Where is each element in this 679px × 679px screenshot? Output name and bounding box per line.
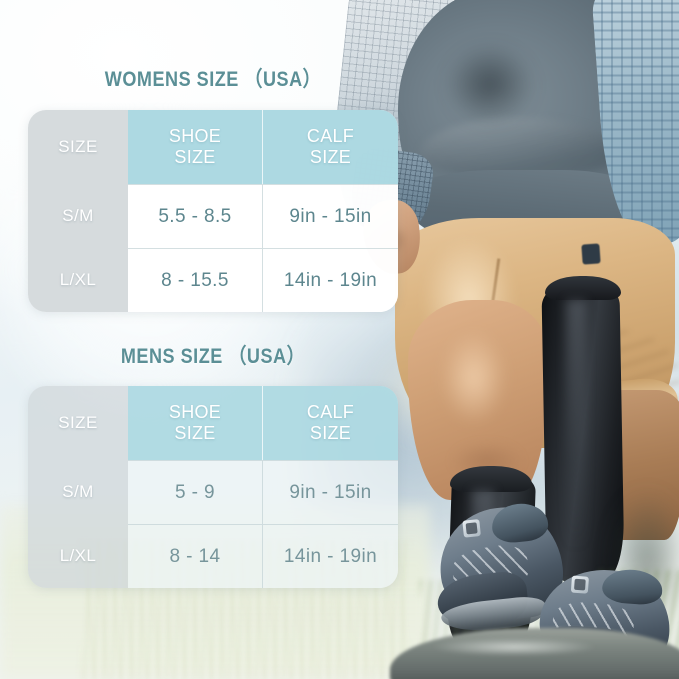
mens-calf-size-header: CALF SIZE [263,386,398,460]
compression-sleeve-right-highlight [566,300,586,550]
womens-shoe-value-0: 5.5 - 8.5 [128,184,263,248]
womens-calf-value-1: 14in - 19in [263,248,398,312]
womens-calf-value-0: 9in - 15in [263,184,398,248]
belt-loop [581,243,601,265]
mens-size-row-1: L/XL [59,546,97,565]
womens-size-row-1: L/XL [59,270,97,289]
table-row: 8 - 14 14in - 19in [128,524,398,588]
tee-shadow [430,30,550,140]
mens-shoe-value-0: 5 - 9 [128,460,263,524]
womens-shoe-size-header: SHOE SIZE [128,110,263,184]
mens-shoe-value-1: 8 - 14 [128,524,263,588]
womens-header-row: SHOE SIZE CALF SIZE [128,110,398,184]
rock-highlight [430,636,640,658]
mens-size-panel: MENS SIZE （USA） SIZE S/M L/XL SHOE SIZE … [28,340,398,588]
left-thigh-highlight [436,330,520,450]
womens-size-header: SIZE [58,137,98,156]
compression-sleeve-left-cuff [450,466,532,492]
mens-calf-value-0: 9in - 15in [263,460,398,524]
table-row: 5 - 9 9in - 15in [128,460,398,524]
compression-sleeve-right-cuff [545,276,621,300]
womens-size-table: SIZE S/M L/XL SHOE SIZE CALF SIZE 5.5 - … [28,110,398,312]
shoe-brand-logo-icon [462,519,481,538]
mens-table-body: SHOE SIZE CALF SIZE 5 - 9 9in - 15in 8 -… [128,386,398,588]
womens-calf-size-header: CALF SIZE [263,110,398,184]
mens-size-row-0: S/M [62,482,94,501]
womens-table-body: SHOE SIZE CALF SIZE 5.5 - 8.5 9in - 15in… [128,110,398,312]
womens-size-column: SIZE S/M L/XL [28,110,128,312]
table-row: 5.5 - 8.5 9in - 15in [128,184,398,248]
table-row: 8 - 15.5 14in - 19in [128,248,398,312]
mens-size-header: SIZE [58,413,98,432]
mens-shoe-size-header: SHOE SIZE [128,386,263,460]
mens-header-row: SHOE SIZE CALF SIZE [128,386,398,460]
mens-size-column: SIZE S/M L/XL [28,386,128,588]
mens-size-table: SIZE S/M L/XL SHOE SIZE CALF SIZE 5 - 9 … [28,386,398,588]
tee-fold [420,118,620,178]
womens-size-title: WOMENS SIZE （USA） [104,68,322,91]
mens-size-title: MENS SIZE （USA） [120,345,306,368]
womens-size-panel: WOMENS SIZE （USA） SIZE S/M L/XL SHOE SIZ… [28,63,398,312]
womens-size-row-0: S/M [62,206,94,225]
womens-shoe-value-1: 8 - 15.5 [128,248,263,312]
mens-calf-value-1: 14in - 19in [263,524,398,588]
shoe-brand-logo-icon [570,575,589,594]
